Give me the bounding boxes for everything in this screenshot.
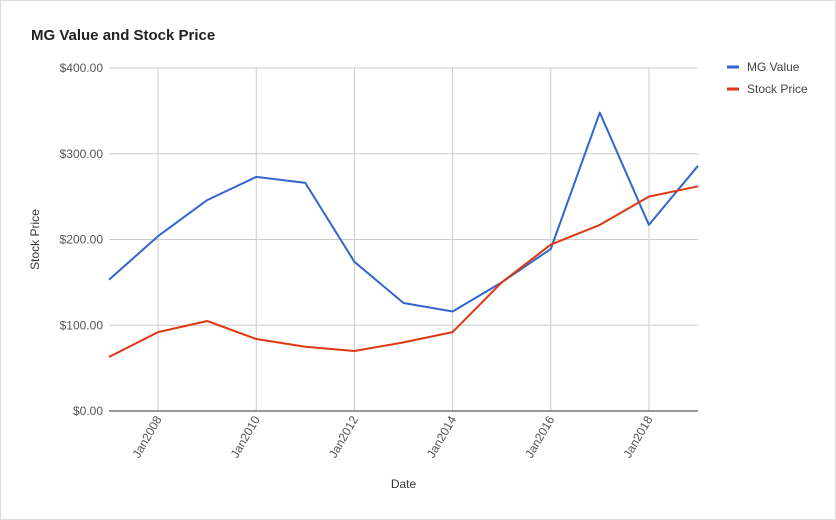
x-tick-label: Jan2018: [620, 413, 655, 460]
y-axis-title: Stock Price: [28, 209, 42, 270]
chart-title: MG Value and Stock Price: [31, 27, 216, 44]
y-tick-label: $100.00: [60, 318, 104, 332]
y-tick-label: $0.00: [73, 404, 103, 418]
x-tick-label: Jan2016: [522, 413, 557, 460]
x-tick-label: Jan2010: [228, 413, 263, 460]
y-tick-label: $300.00: [60, 147, 104, 161]
y-tick-label: $400.00: [60, 61, 104, 75]
x-tick-label: Jan2012: [326, 413, 361, 460]
y-tick-label: $200.00: [60, 233, 104, 247]
legend-label-1: MG Value: [747, 60, 800, 74]
legend-label-2: Stock Price: [747, 82, 808, 96]
x-tick-label: Jan2014: [424, 413, 459, 460]
x-tick-label: Jan2008: [130, 413, 165, 460]
x-axis-title: Date: [391, 477, 417, 491]
series-line-1: [108, 111, 699, 313]
series-line-2: [108, 185, 699, 358]
